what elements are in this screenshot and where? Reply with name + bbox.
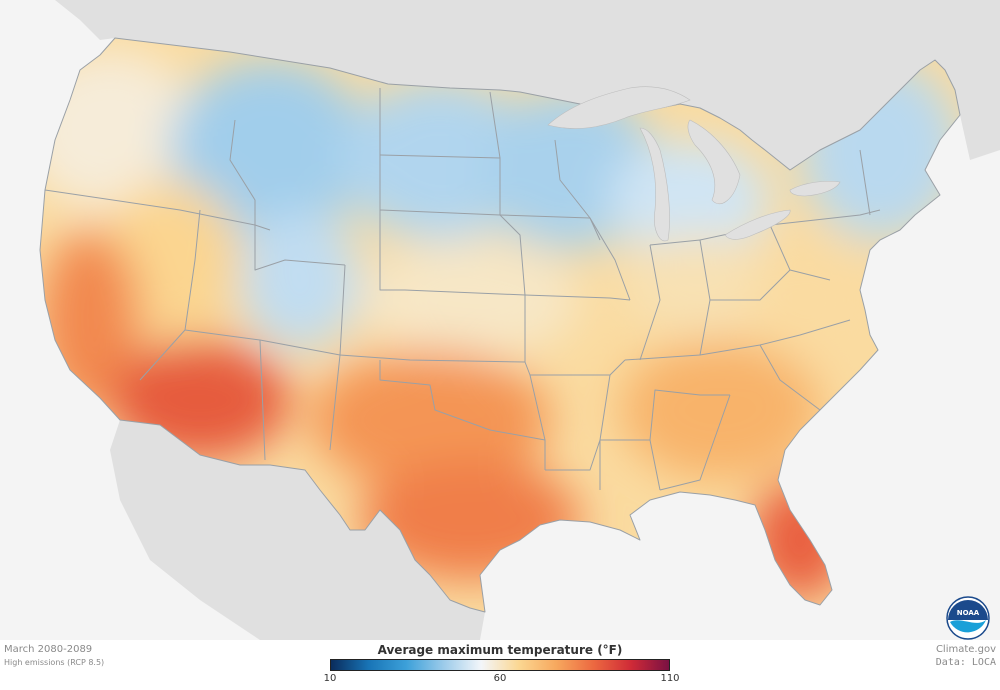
state-border (184, 209, 201, 331)
state-border (710, 269, 831, 301)
temperature-region (170, 60, 370, 240)
legend-title: Average maximum temperature (°F) (377, 643, 623, 657)
lake-huron (687, 119, 741, 205)
map-info: March 2080-2089 High emissions (RCP 8.5) (4, 643, 104, 669)
temperature-region (750, 240, 870, 360)
state-border (545, 374, 611, 471)
legend-color-bar (330, 659, 670, 671)
state-border (649, 239, 711, 356)
temperature-legend: Average maximum temperature (°F) 10 60 110 (324, 643, 680, 685)
map-credits: Climate.gov Data: LOCA (936, 643, 996, 669)
legend-tick-label: 10 (323, 673, 337, 684)
state-border (524, 294, 631, 301)
canada-land (55, 0, 1000, 170)
state-border (659, 394, 731, 491)
legend-tick-label: 110 (660, 673, 680, 684)
state-border (769, 209, 881, 226)
temperature-region (310, 350, 550, 490)
state-border (599, 439, 661, 491)
map-footer: March 2080-2089 High emissions (RCP 8.5)… (0, 640, 1000, 690)
legend-tick-label: 60 (493, 673, 507, 684)
credit-site: Climate.gov (935, 644, 996, 655)
map-period: March 2080-2089 (4, 644, 93, 655)
state-border (859, 149, 871, 216)
lake-ontario (789, 180, 841, 197)
state-border (184, 329, 526, 363)
temperature-region (620, 340, 820, 480)
state-boundaries (39, 37, 961, 613)
credit-data-source: Data: LOCA (935, 657, 996, 668)
lake-michigan (639, 127, 670, 242)
state-border (649, 389, 730, 441)
temperature-region (360, 240, 580, 360)
temperature-region (620, 235, 780, 335)
noaa-logo-text: NOAA (957, 609, 980, 617)
great-lakes (547, 86, 841, 242)
surrounding-land (55, 0, 1000, 640)
state-border (44, 189, 271, 231)
state-border (639, 244, 661, 361)
state-border (259, 339, 266, 461)
lake-superior (547, 86, 691, 129)
state-border (489, 91, 526, 362)
state-border (379, 154, 501, 159)
state-border (379, 209, 501, 216)
state-border (759, 344, 821, 411)
mexico-land (110, 420, 485, 640)
emissions-scenario: High emissions (RCP 8.5) (4, 658, 105, 667)
lake-erie (724, 209, 791, 240)
state-border (229, 119, 256, 225)
state-border (379, 88, 526, 296)
legend-ticks: 10 60 110 (324, 671, 680, 685)
temperature-region (240, 210, 360, 350)
state-border (554, 139, 631, 301)
state-border (254, 225, 346, 271)
noaa-logo: NOAA (946, 596, 990, 640)
temperature-map: NOAA (39, 0, 1000, 640)
state-border (139, 329, 186, 381)
